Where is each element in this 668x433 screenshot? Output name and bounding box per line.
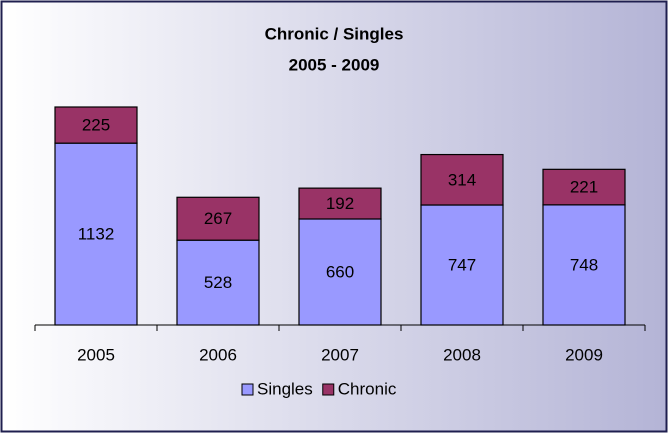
x-tick-label: 2008 <box>443 345 481 364</box>
bar-segment <box>420 204 504 326</box>
data-label: 221 <box>570 178 598 197</box>
data-label: 1132 <box>78 225 115 244</box>
bar-segment <box>176 196 260 241</box>
bar-segment <box>298 187 382 220</box>
bar-segment <box>542 204 626 326</box>
data-label: 660 <box>326 262 354 281</box>
bar-segment <box>54 142 138 326</box>
data-label: 314 <box>448 170 476 189</box>
legend-label: Chronic <box>338 379 397 398</box>
data-label: 748 <box>570 255 598 274</box>
data-label: 225 <box>82 116 110 135</box>
data-label: 528 <box>204 273 232 292</box>
bar-segment <box>176 239 260 326</box>
chart-subtitle: 2005 - 2009 <box>289 55 380 74</box>
legend-swatch <box>322 383 335 396</box>
data-label: 192 <box>326 194 354 213</box>
x-tick-label: 2007 <box>321 345 359 364</box>
x-tick-label: 2009 <box>565 345 603 364</box>
x-tick-label: 2005 <box>77 345 115 364</box>
bar-segment <box>420 153 504 206</box>
bar-segment <box>298 218 382 326</box>
chart-title: Chronic / Singles <box>265 24 404 43</box>
data-label: 747 <box>448 255 476 274</box>
x-tick-label: 2006 <box>199 345 237 364</box>
bar-segment <box>542 168 626 206</box>
legend-label: Singles <box>257 379 313 398</box>
bar-segment <box>54 106 138 144</box>
legend-swatch <box>241 383 254 396</box>
data-label: 267 <box>204 209 232 228</box>
